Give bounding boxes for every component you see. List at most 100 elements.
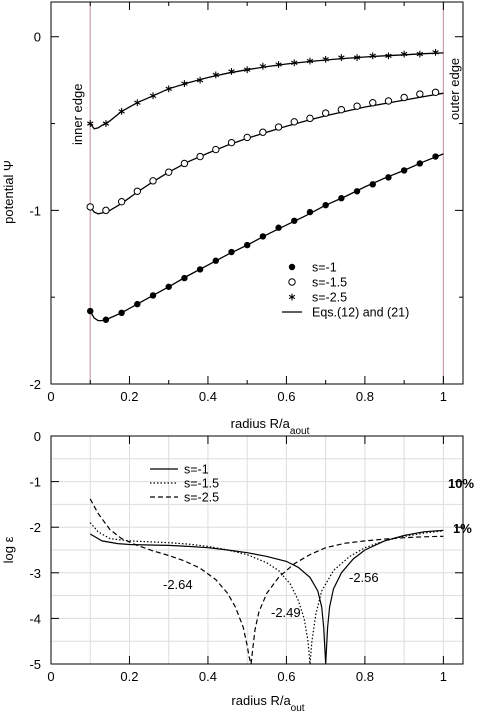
x-axis-label: radius R/aout xyxy=(231,693,304,714)
y-tick-label: -1 xyxy=(29,475,41,490)
star-stroke xyxy=(275,62,282,67)
inner-edge-label: inner edge xyxy=(70,84,85,145)
data-point-s1 xyxy=(337,105,346,114)
data-markers xyxy=(86,48,440,323)
data-point-s0 xyxy=(400,167,408,174)
data-point-s1 xyxy=(431,88,440,96)
x-tick-label: 0.6 xyxy=(277,669,295,684)
minimum-label-s-1.5: -2.49 xyxy=(271,605,301,620)
data-point-s1 xyxy=(243,133,251,142)
plot-frame xyxy=(50,1,464,385)
data-point-s2 xyxy=(275,61,282,68)
model-curves xyxy=(89,52,444,322)
data-point-s0 xyxy=(243,241,251,249)
data-point-s0 xyxy=(338,195,345,202)
data-point-s1 xyxy=(416,90,424,98)
data-point-s1 xyxy=(180,159,189,168)
plot-frame xyxy=(50,435,464,665)
data-point-s2 xyxy=(338,54,345,61)
data-point-s2 xyxy=(416,50,424,58)
data-point-s0 xyxy=(353,188,361,195)
data-point-s2 xyxy=(291,59,298,67)
star-stroke xyxy=(228,69,235,74)
data-point-s2 xyxy=(385,52,392,60)
data-point-s2 xyxy=(259,62,267,70)
data-point-s0 xyxy=(102,316,110,323)
legend-label: s=-1 xyxy=(312,261,337,275)
data-point-s2 xyxy=(322,55,329,63)
star-stroke xyxy=(196,77,204,83)
x-tick-label: 0.6 xyxy=(277,389,295,404)
star-stroke xyxy=(432,50,439,55)
data-point-s1 xyxy=(306,114,314,123)
y-tick-label: -1 xyxy=(29,203,41,218)
y-tick-label: -5 xyxy=(29,657,41,672)
y-tick-label: -2 xyxy=(29,520,41,535)
series-line-2 xyxy=(89,498,444,665)
star-stroke xyxy=(243,67,251,72)
star-stroke xyxy=(369,53,376,59)
legend-label: s=-2.5 xyxy=(312,291,347,305)
percent-label-10: 10% xyxy=(448,476,474,491)
data-point-s1 xyxy=(290,118,298,126)
star-stroke xyxy=(118,109,125,114)
legend-label: s=-2.5 xyxy=(184,491,219,505)
data-point-s0 xyxy=(181,274,188,282)
star-stroke xyxy=(288,294,296,300)
y-tick-label: -3 xyxy=(29,566,41,581)
data-point-s0 xyxy=(165,283,172,290)
data-point-s2 xyxy=(243,66,251,74)
star-stroke xyxy=(212,72,220,78)
data-point-s2 xyxy=(212,71,220,79)
edge-lines xyxy=(89,2,444,384)
data-point-s0 xyxy=(87,307,94,315)
x-tick-label: 0.4 xyxy=(199,669,217,684)
legend: s=-1s=-1.5s=-2.5 xyxy=(150,463,219,505)
data-point-s0 xyxy=(259,233,267,240)
data-point-s2 xyxy=(228,68,235,75)
y-axis-label: potential Ψ xyxy=(1,160,16,224)
y-tick-label: -4 xyxy=(29,611,41,626)
data-point-s1 xyxy=(86,203,94,211)
data-point-s2 xyxy=(134,99,141,107)
data-point-s0 xyxy=(149,292,157,299)
star-stroke xyxy=(102,121,110,126)
log-epsilon-chart: 0 0.2 0.4 0.6 0.8 10-1-2-3-4-5 radius R/aout … xyxy=(1,429,474,714)
legend-label: s=-1.5 xyxy=(312,276,347,290)
minimum-label-s-2.5: -2.64 xyxy=(163,577,193,592)
data-point-s0 xyxy=(291,217,298,224)
data-point-s1 xyxy=(212,145,220,154)
series-line-1 xyxy=(89,522,444,665)
data-point-s0 xyxy=(212,257,219,264)
data-point-s1 xyxy=(102,206,110,215)
axis-ticks: 0 0.2 0.4 0.6 0.8 1 0 -1 -2 xyxy=(29,2,463,404)
data-point-s0 xyxy=(228,248,235,256)
data-point-s2 xyxy=(102,120,110,127)
x-tick-label: 1 xyxy=(440,669,447,684)
series-lines xyxy=(89,498,444,665)
legend-label: Eqs.(12) and (21) xyxy=(312,306,409,320)
data-point-s1 xyxy=(165,168,173,176)
axis-ticks: 0 0.2 0.4 0.6 0.8 1 0 -1 -2 -3 -4 -5 xyxy=(29,429,463,684)
data-point-s2 xyxy=(181,80,188,88)
potential-chart: 0 0.2 0.4 0.6 0.8 1 0 -1 -2 radius R/aaout poten… xyxy=(1,1,464,437)
outer-edge-label: outer edge xyxy=(447,58,462,120)
data-point-s0 xyxy=(432,153,439,160)
data-point-s2 xyxy=(87,120,94,127)
x-tick-label: 0.8 xyxy=(356,669,374,684)
x-tick-label: 0.2 xyxy=(120,389,138,404)
data-point-s2 xyxy=(149,92,157,100)
data-point-s0 xyxy=(385,174,392,181)
x-axis-label: radius R/aaout xyxy=(231,416,310,437)
x-tick-label: 0 xyxy=(47,389,54,404)
gridlines xyxy=(51,436,463,664)
x-tick-label: 0 xyxy=(47,669,54,684)
legend-swatch xyxy=(288,263,296,271)
data-point-s2 xyxy=(306,57,314,65)
y-tick-label: 0 xyxy=(34,30,41,45)
star-stroke xyxy=(165,86,172,91)
data-point-s0 xyxy=(196,266,204,273)
data-point-s2 xyxy=(196,76,204,84)
data-point-s1 xyxy=(149,177,157,185)
